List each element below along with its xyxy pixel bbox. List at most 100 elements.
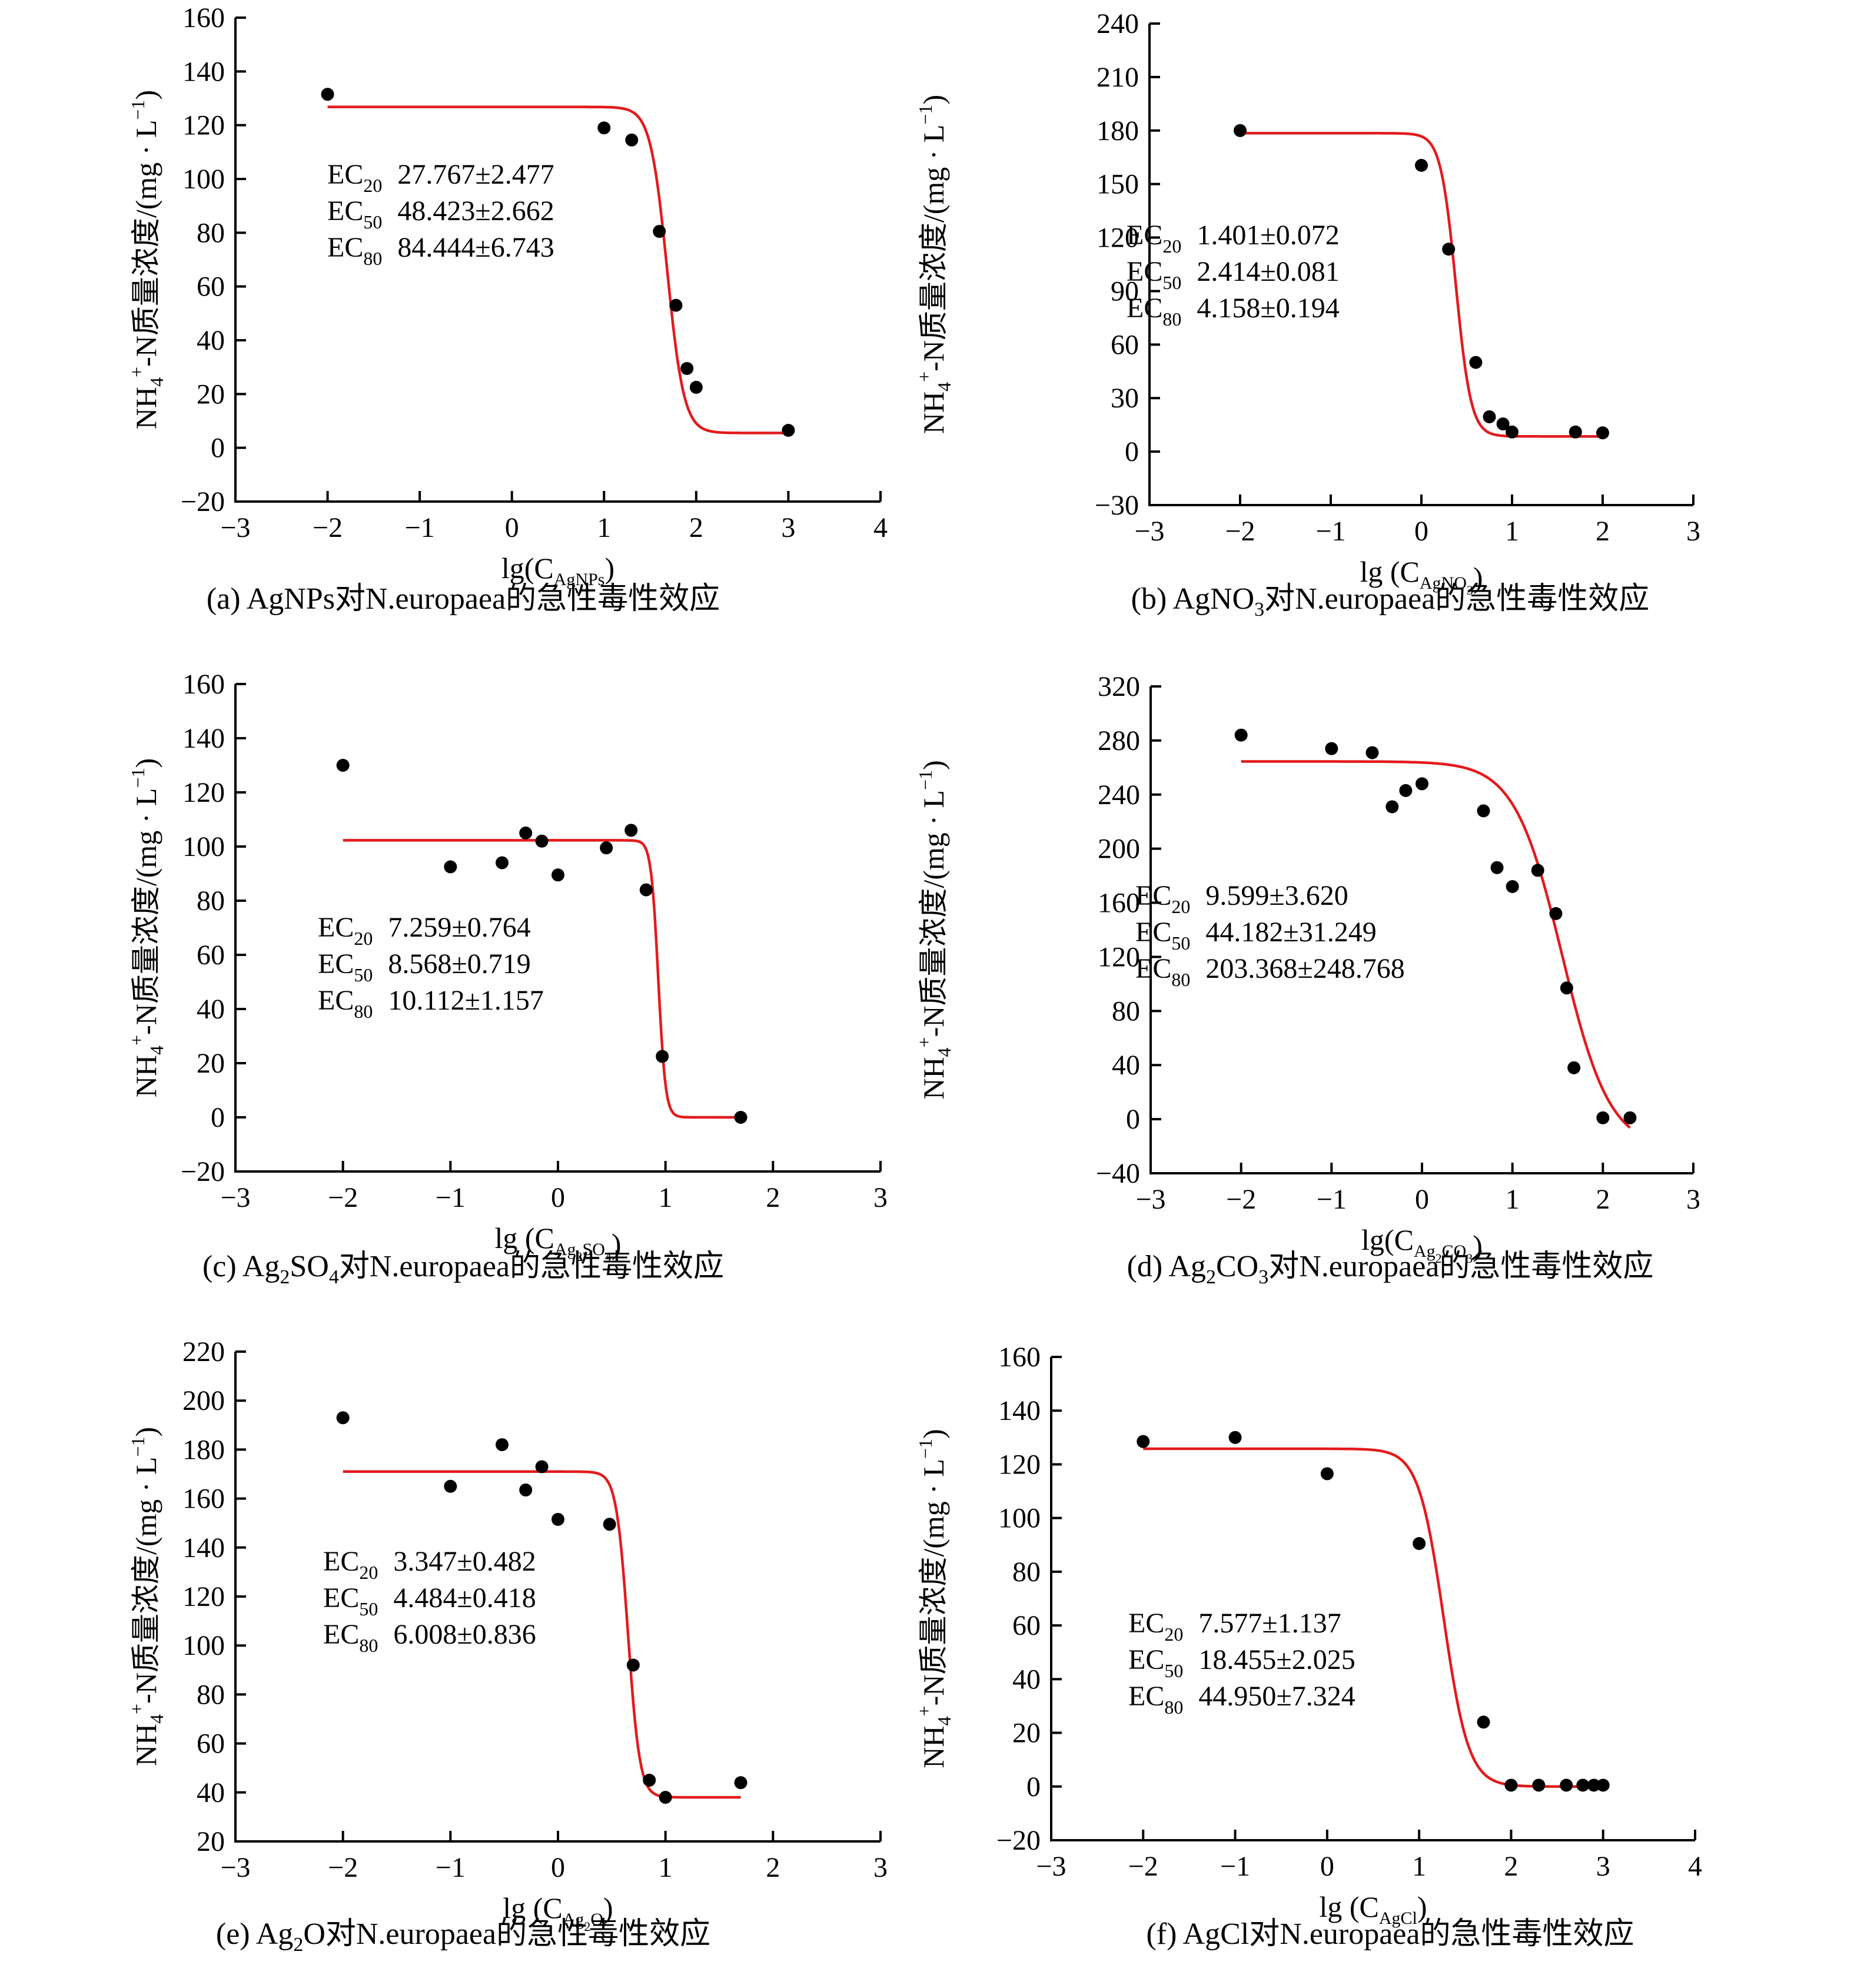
x-tick-label: 0 [551, 1182, 565, 1213]
data-point [669, 298, 683, 312]
y-tick-label: 140 [182, 56, 225, 87]
x-tick-label: 1 [659, 1852, 673, 1883]
chart-svg-b: −30 0 30 60 90 120 150 180 210 240 −3 −2 −1 0 1 2 3 EC20 1… [913, 8, 1700, 620]
data-point [1442, 243, 1456, 256]
y-tick-label: 100 [182, 831, 225, 862]
y-tick-label: 140 [182, 1532, 225, 1564]
y-tick-label: 140 [182, 723, 225, 754]
chart-svg-a: −20 0 20 40 60 80 100 120 140 160 −3 −2 −1 0 1 2 3 4 EC20 2… [126, 2, 888, 616]
y-tick-label: 30 [1111, 383, 1139, 414]
y-tick-label: 120 [1098, 941, 1140, 973]
y-tick-label: −30 [1095, 490, 1139, 521]
y-tick-label: 40 [1012, 1664, 1041, 1695]
chart-svg-e: 20 40 60 80 100 120 140 160 180 200 220 −3 −2 −1 0 1 2 3 E… [126, 1336, 888, 1956]
data-point [1228, 1431, 1242, 1444]
y-tick-label: 20 [197, 379, 225, 410]
ec-label: EC20 7.577±1.137 [1128, 1608, 1341, 1645]
y-tick-label: 0 [1026, 1771, 1041, 1803]
axes-lines [1050, 1357, 1695, 1841]
x-tick-label: 0 [505, 512, 519, 543]
y-tick-label: 40 [197, 994, 225, 1025]
x-tick-label: 1 [1506, 1184, 1520, 1215]
y-axis-label: NH4+-N质量浓度/(mg · L−1) [126, 758, 167, 1097]
y-tick-label: 160 [998, 1342, 1041, 1373]
x-tick-label: 3 [873, 1852, 888, 1883]
data-point [1576, 1778, 1590, 1792]
x-tick-label: −1 [405, 512, 435, 543]
chart-panel-a: −20 0 20 40 60 80 100 120 140 160 −3 −2 −1 0 1 2 3 4 EC20 2… [0, 0, 927, 656]
x-tick-label: −3 [220, 1852, 250, 1883]
ec-label: EC50 2.414±0.081 [1127, 256, 1340, 293]
y-tick-label: 120 [1097, 223, 1139, 254]
fit-curve [1240, 132, 1603, 438]
x-axis-label: lg (CAgNO3) [1360, 555, 1483, 598]
y-tick-label: 0 [211, 1102, 225, 1133]
y-tick-label: 20 [197, 1048, 225, 1079]
data-point [653, 225, 666, 238]
data-point [535, 1460, 549, 1473]
chart-svg-c: −20 0 20 40 60 80 100 120 140 160 −3 −2 −1 0 1 2 3 EC20 7.… [126, 669, 888, 1288]
data-point [639, 883, 653, 897]
ec-label: EC20 3.347±0.482 [323, 1546, 536, 1583]
y-axis-label: NH4+-N质量浓度/(mg · L−1) [126, 1427, 167, 1766]
data-point [1490, 861, 1504, 874]
x-tick-label: 0 [1415, 1184, 1429, 1215]
y-tick-label: 80 [197, 1679, 225, 1710]
data-point [1567, 1061, 1581, 1074]
data-point [1385, 800, 1399, 814]
x-tick-label: 1 [597, 512, 611, 543]
y-tick-label: 200 [1098, 834, 1140, 865]
x-tick-label: −3 [1135, 1184, 1165, 1215]
data-point [1234, 728, 1248, 742]
y-tick-label: 120 [998, 1449, 1041, 1480]
y-tick-label: 40 [1112, 1050, 1140, 1081]
y-tick-label: 80 [197, 217, 225, 248]
y-tick-label: 100 [182, 164, 225, 195]
x-tick-label: −2 [1226, 1184, 1256, 1215]
x-tick-label: 1 [659, 1182, 673, 1213]
data-point [597, 121, 611, 135]
ec-label: EC20 1.401±0.072 [1127, 220, 1340, 257]
ec-label: EC50 48.423±2.662 [327, 195, 554, 233]
x-axis-label: lg (CAgCl) [1319, 1890, 1427, 1928]
x-tick-label: 2 [1596, 516, 1610, 547]
y-tick-label: 0 [1125, 436, 1139, 467]
ec-label: EC80 44.950±7.324 [1128, 1681, 1355, 1718]
x-tick-label: −1 [1315, 516, 1345, 547]
x-tick-label: −1 [1317, 1184, 1347, 1215]
x-tick-label: 2 [1596, 1184, 1610, 1215]
data-point [734, 1776, 747, 1790]
data-point [1531, 864, 1544, 877]
x-axis-label: lg(CAg2CO3) [1361, 1223, 1483, 1266]
x-tick-label: −3 [220, 512, 250, 543]
data-point [1532, 1778, 1546, 1792]
data-point [1483, 410, 1496, 424]
y-tick-label: 0 [1126, 1104, 1140, 1135]
y-tick-label: 60 [1111, 329, 1139, 360]
y-tick-label: 220 [182, 1336, 225, 1368]
data-point [1560, 981, 1573, 995]
data-point [659, 1791, 672, 1804]
x-tick-label: −2 [313, 512, 343, 543]
fit-curve [1143, 1447, 1603, 1788]
y-tick-label: 210 [1097, 62, 1139, 93]
figure-caption: (b) AgNO3对N.europaea的急性毒性效应 [1131, 582, 1650, 620]
x-tick-label: 2 [766, 1852, 780, 1883]
x-tick-label: 0 [1414, 516, 1428, 547]
y-tick-label: 80 [1112, 995, 1140, 1027]
x-axis-label: lg (CAg2SO4) [494, 1222, 621, 1264]
data-point [519, 1483, 533, 1497]
data-point [444, 860, 457, 874]
data-point [1549, 907, 1563, 920]
data-point [1569, 425, 1582, 439]
y-axis-label: NH4+-N质量浓度/(mg · L−1) [913, 95, 955, 434]
x-tick-label: 3 [1686, 1184, 1700, 1215]
x-tick-label: 0 [1320, 1851, 1334, 1882]
y-tick-label: 40 [197, 1777, 225, 1808]
y-tick-label: 320 [1098, 671, 1140, 702]
figure-caption: (a) AgNPs对N.europaea的急性毒性效应 [207, 582, 720, 616]
y-tick-label: 160 [182, 2, 225, 34]
x-tick-label: −1 [436, 1182, 466, 1213]
ec-label: EC50 4.484±0.418 [323, 1582, 536, 1619]
x-tick-label: 3 [1686, 516, 1700, 547]
